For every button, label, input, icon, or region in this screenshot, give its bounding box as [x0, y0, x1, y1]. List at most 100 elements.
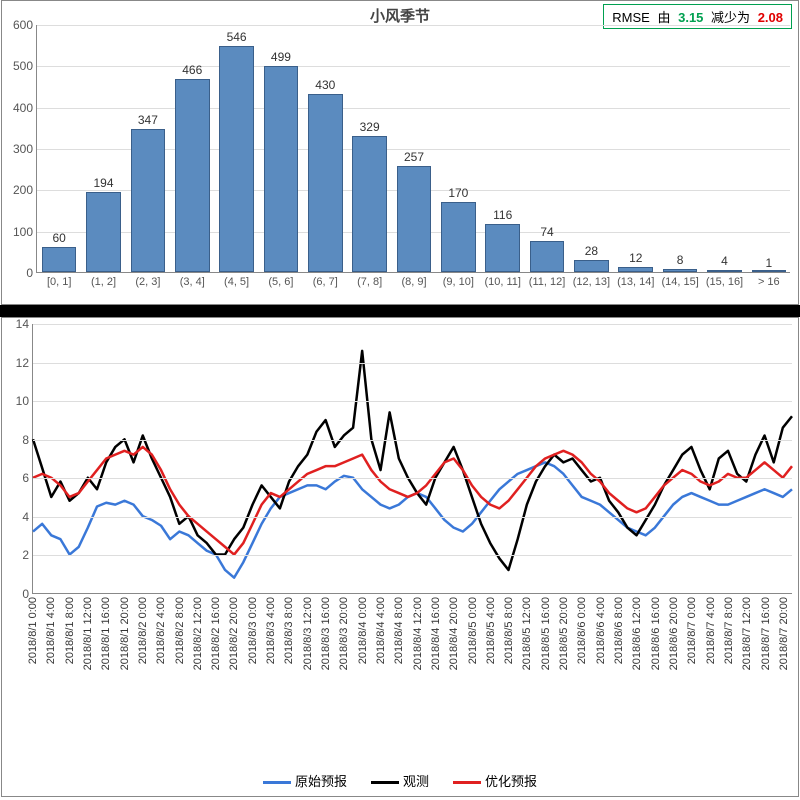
xtick: (3, 4] — [180, 276, 205, 288]
xtick: (11, 12] — [529, 276, 566, 288]
series-line — [33, 462, 792, 577]
legend-swatch — [453, 781, 481, 784]
xtick: [0, 1] — [47, 276, 71, 288]
ytick: 4 — [22, 510, 33, 524]
xtick: 2018/8/1 8:00 — [64, 597, 76, 664]
xtick: 2018/8/2 20:00 — [228, 597, 240, 670]
bar — [308, 94, 343, 272]
bar-value-label: 8 — [677, 253, 684, 267]
xtick: 2018/8/5 16:00 — [540, 597, 552, 670]
xtick: 2018/8/6 20:00 — [668, 597, 680, 670]
xtick: 2018/8/5 20:00 — [558, 597, 570, 670]
bar-value-label: 74 — [540, 225, 553, 239]
ytick: 12 — [16, 356, 33, 370]
ytick: 6 — [22, 471, 33, 485]
xtick: 2018/8/4 16:00 — [430, 597, 442, 670]
xtick: (13, 14] — [617, 276, 654, 288]
xtick: 2018/8/6 0:00 — [576, 597, 588, 664]
xtick: (4, 5] — [224, 276, 249, 288]
ytick: 2 — [22, 548, 33, 562]
histogram-plot-area: 010020030040050060060[0, 1]194(1, 2]347(… — [36, 25, 790, 273]
bar — [752, 270, 787, 272]
xtick: 2018/8/3 0:00 — [247, 597, 259, 664]
bar — [352, 136, 387, 272]
xtick: 2018/8/2 4:00 — [155, 597, 167, 664]
xtick: 2018/8/3 8:00 — [283, 597, 295, 664]
bar-value-label: 347 — [138, 113, 158, 127]
xtick: (7, 8] — [357, 276, 382, 288]
xtick: 2018/8/2 16:00 — [210, 597, 222, 670]
xtick: 2018/8/4 8:00 — [393, 597, 405, 664]
bar — [42, 247, 77, 272]
series-line — [33, 351, 792, 570]
rmse-val2: 2.08 — [758, 10, 783, 25]
bar-value-label: 546 — [227, 30, 247, 44]
xtick: 2018/8/4 12:00 — [412, 597, 424, 670]
bar-value-label: 116 — [493, 208, 512, 222]
ytick: 14 — [16, 317, 33, 331]
legend-swatch — [371, 781, 399, 784]
xtick: 2018/8/1 12:00 — [82, 597, 94, 670]
xtick: 2018/8/3 20:00 — [338, 597, 350, 670]
bar — [618, 267, 653, 272]
xtick: 2018/8/1 0:00 — [27, 597, 39, 664]
xtick: 2018/8/7 8:00 — [723, 597, 735, 664]
bar — [264, 66, 299, 272]
xtick: (10, 11] — [484, 276, 521, 288]
xtick: 2018/8/4 20:00 — [448, 597, 460, 670]
rmse-word2: 减少为 — [711, 10, 750, 25]
xtick: 2018/8/3 12:00 — [302, 597, 314, 670]
bar — [175, 79, 210, 272]
xtick: 2018/8/7 16:00 — [760, 597, 772, 670]
bar — [574, 260, 609, 272]
xtick: 2018/8/6 12:00 — [631, 597, 643, 670]
xtick: 2018/8/5 12:00 — [521, 597, 533, 670]
bar — [707, 270, 742, 272]
xtick: 2018/8/1 20:00 — [119, 597, 131, 670]
bar-value-label: 4 — [721, 254, 728, 268]
divider — [0, 305, 800, 317]
histogram-chart: 小风季节 RMSE 由 3.15 减少为 2.08 01002003004005… — [1, 0, 799, 305]
legend-swatch — [263, 781, 291, 784]
xtick: 2018/8/2 12:00 — [192, 597, 204, 670]
xtick: (8, 9] — [401, 276, 426, 288]
bar — [663, 269, 698, 272]
ytick: 0 — [26, 266, 37, 280]
ytick: 200 — [13, 183, 37, 197]
xtick: (5, 6] — [268, 276, 293, 288]
xtick: 2018/8/5 4:00 — [485, 597, 497, 664]
xtick: (2, 3] — [135, 276, 160, 288]
xtick: (15, 16] — [706, 276, 743, 288]
bar — [441, 202, 476, 272]
legend-item: 观测 — [371, 771, 429, 790]
bar-value-label: 1 — [765, 256, 772, 270]
lines-svg — [33, 324, 792, 593]
xtick: 2018/8/4 0:00 — [357, 597, 369, 664]
ytick: 300 — [13, 142, 37, 156]
ytick: 500 — [13, 59, 37, 73]
bar — [131, 129, 166, 272]
xtick: 2018/8/3 4:00 — [265, 597, 277, 664]
xtick: (14, 15] — [661, 276, 698, 288]
bar-value-label: 170 — [448, 186, 468, 200]
xtick: 2018/8/7 4:00 — [705, 597, 717, 664]
xtick: 2018/8/7 12:00 — [741, 597, 753, 670]
bar-value-label: 60 — [52, 231, 65, 245]
bar-value-label: 329 — [360, 120, 380, 134]
xtick: (6, 7] — [313, 276, 338, 288]
xtick: 2018/8/1 4:00 — [45, 597, 57, 664]
xtick: 2018/8/2 8:00 — [174, 597, 186, 664]
xtick: (9, 10] — [443, 276, 474, 288]
line-plot-area: 024681012142018/8/1 0:002018/8/1 4:00201… — [32, 324, 792, 594]
xtick: 2018/8/6 16:00 — [650, 597, 662, 670]
xtick: 2018/8/7 0:00 — [686, 597, 698, 664]
legend-item: 原始预报 — [263, 771, 347, 790]
bar-value-label: 194 — [94, 176, 114, 190]
bar-value-label: 499 — [271, 50, 291, 64]
xtick: 2018/8/6 4:00 — [595, 597, 607, 664]
legend-label: 原始预报 — [295, 774, 347, 789]
bar-value-label: 466 — [182, 63, 202, 77]
bar — [86, 192, 121, 272]
xtick: 2018/8/5 8:00 — [503, 597, 515, 664]
bar — [219, 46, 254, 272]
